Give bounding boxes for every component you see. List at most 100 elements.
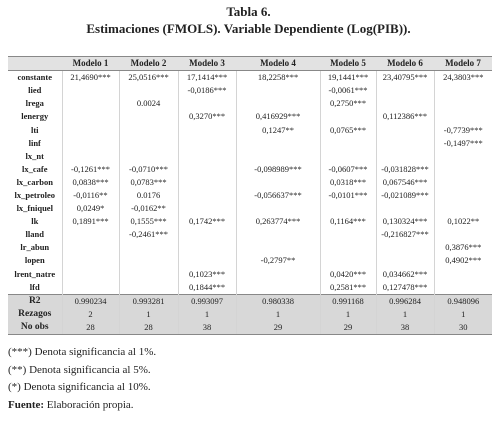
cell bbox=[61, 267, 119, 281]
cell bbox=[118, 136, 178, 150]
row-label: lx_petroleo bbox=[14, 189, 55, 200]
cell bbox=[118, 254, 178, 268]
cell bbox=[118, 84, 178, 98]
cell bbox=[433, 175, 492, 189]
cell bbox=[177, 228, 236, 242]
cell bbox=[375, 202, 434, 216]
cell: 0.991168 bbox=[319, 293, 376, 308]
cell bbox=[61, 110, 119, 124]
table-row: lr_abun 0,3876*** bbox=[8, 241, 492, 255]
cell: 0.980338 bbox=[235, 293, 320, 308]
table-row: linf -0,1497*** bbox=[8, 136, 492, 150]
cell bbox=[433, 110, 492, 124]
cell bbox=[177, 175, 236, 189]
cell: 0,416929*** bbox=[235, 110, 320, 124]
cell bbox=[235, 97, 320, 111]
cell: -0,1497*** bbox=[433, 136, 492, 150]
cell bbox=[235, 149, 320, 163]
cell: -0,0116** bbox=[61, 188, 119, 203]
cell bbox=[61, 123, 119, 137]
cell: 17,1414*** bbox=[177, 70, 236, 85]
cell: 0.0024 bbox=[118, 97, 178, 111]
cell: -0,0186*** bbox=[177, 84, 236, 98]
cell: 0,3270*** bbox=[177, 110, 236, 124]
table-row: lied -0,0186*** -0,0061*** bbox=[8, 84, 492, 98]
table-row: lx_petroleo -0,0116** 0.0176 -0,056637*** -0… bbox=[8, 188, 492, 203]
cell bbox=[319, 241, 376, 255]
cell bbox=[61, 149, 119, 163]
cell bbox=[433, 149, 492, 163]
cell: 0,112386*** bbox=[375, 110, 434, 124]
cell bbox=[433, 84, 492, 98]
row-label: lfd bbox=[29, 281, 40, 292]
cell bbox=[61, 136, 119, 150]
table-row: Rezagos 2 1 1 1 1 1 1 bbox=[8, 307, 492, 321]
column-header: Modelo 1 bbox=[62, 55, 119, 72]
cell: 0,1844*** bbox=[177, 280, 236, 295]
row-label: lx_cafe bbox=[22, 163, 48, 174]
column-header: Modelo 3 bbox=[178, 55, 236, 72]
cell: 24,3803*** bbox=[433, 70, 492, 85]
row-label: lenergy bbox=[21, 111, 49, 122]
cell: -0,0607*** bbox=[319, 162, 376, 176]
header-row: Modelo 1 Modelo 2 Modelo 3 Modelo 4 Modelo 5… bbox=[8, 55, 492, 72]
cell: 0,2581*** bbox=[319, 280, 376, 295]
cell bbox=[61, 280, 119, 295]
cell bbox=[319, 110, 376, 124]
table-body: constante 21,4690*** 25,0516*** 17,1414*** 1… bbox=[8, 70, 492, 295]
cell: 30 bbox=[433, 320, 492, 335]
table-row: lopen -0,2797** 0,4902*** bbox=[8, 254, 492, 268]
cell: -0,216827*** bbox=[375, 228, 434, 242]
table-row: lti 0,1247** 0,0765*** -0,7739*** bbox=[8, 123, 492, 137]
cell: -0,7739*** bbox=[433, 123, 492, 137]
cell: 2 bbox=[61, 307, 119, 321]
cell: 0,034662*** bbox=[375, 267, 434, 281]
cell: -0,056637*** bbox=[235, 188, 320, 203]
cell: 0,1023*** bbox=[177, 267, 236, 281]
cell bbox=[177, 136, 236, 150]
row-label: lopen bbox=[24, 255, 45, 266]
cell: 0,1891*** bbox=[61, 215, 119, 229]
cell: 0,067546*** bbox=[375, 175, 434, 189]
table-row: lrega 0.0024 0,2750*** bbox=[8, 97, 492, 111]
cell: 1 bbox=[118, 307, 178, 321]
cell: -0,031828*** bbox=[375, 162, 434, 176]
cell: 0,1164*** bbox=[319, 215, 376, 229]
cell: 0.0176 bbox=[118, 188, 178, 203]
cell: 21,4690*** bbox=[61, 70, 119, 85]
cell bbox=[118, 241, 178, 255]
cell bbox=[118, 110, 178, 124]
cell bbox=[177, 162, 236, 176]
cell bbox=[235, 84, 320, 98]
cell: -0,0162** bbox=[118, 202, 178, 216]
cell: 28 bbox=[61, 320, 119, 335]
cell bbox=[235, 267, 320, 281]
cell bbox=[375, 84, 434, 98]
cell: 23,40795*** bbox=[375, 70, 434, 85]
column-header: Modelo 5 bbox=[320, 55, 376, 72]
cell: 0,3876*** bbox=[433, 241, 492, 255]
cell bbox=[235, 175, 320, 189]
cell bbox=[177, 123, 236, 137]
cell bbox=[375, 254, 434, 268]
row-label: No obs bbox=[8, 320, 62, 335]
cell: 18,2258*** bbox=[235, 70, 320, 85]
cell: 38 bbox=[375, 320, 434, 335]
cell bbox=[375, 241, 434, 255]
cell: -0,098989*** bbox=[235, 162, 320, 176]
cell: 0,4902*** bbox=[433, 254, 492, 268]
cell: 0,127478*** bbox=[375, 280, 434, 295]
cell: 0,0249* bbox=[61, 202, 119, 216]
cell bbox=[319, 136, 376, 150]
cell: 0,1555*** bbox=[118, 215, 178, 229]
table-row: lx_fniquel 0,0249* -0,0162** bbox=[8, 202, 492, 216]
cell: 0,1022** bbox=[433, 215, 492, 229]
cell: -0,2797** bbox=[235, 254, 320, 268]
table-row: lx_cafe -0,1261*** -0,0710*** -0,098989*** -… bbox=[8, 162, 492, 176]
table-row: No obs 28 28 38 29 29 38 30 bbox=[8, 320, 492, 335]
column-header: Modelo 6 bbox=[376, 55, 434, 72]
cell: 0.990234 bbox=[61, 293, 119, 308]
note: (***) Denota significancia al 1%. bbox=[8, 346, 157, 358]
cell bbox=[375, 97, 434, 111]
